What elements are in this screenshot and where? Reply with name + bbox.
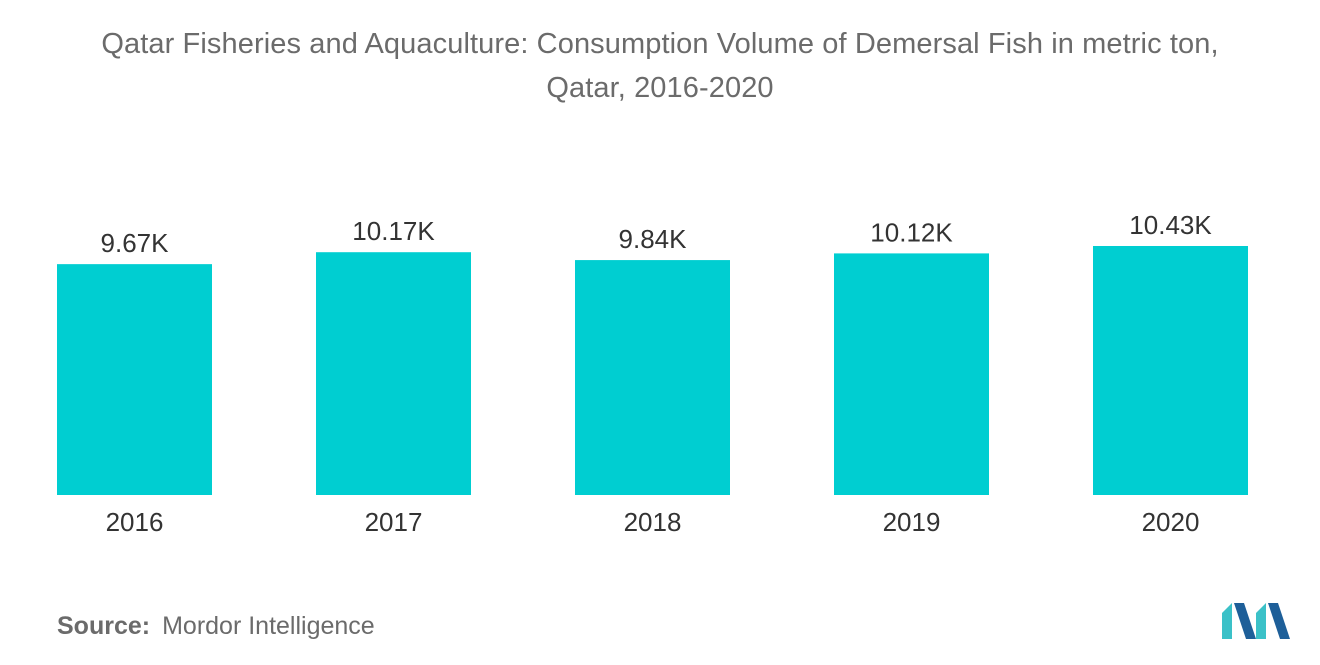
source-note: Source: Mordor Intelligence — [57, 612, 375, 641]
x-tick-label-2016: 2016 — [106, 507, 164, 537]
bar-2020 — [1093, 245, 1248, 495]
logo-shape-3 — [1256, 603, 1266, 639]
source-value: Mordor Intelligence — [162, 612, 375, 640]
bar-2019 — [834, 253, 989, 495]
bar-2017 — [316, 252, 471, 495]
x-tick-label-2017: 2017 — [365, 507, 423, 537]
data-label-2018: 9.84K — [619, 224, 688, 254]
x-tick-label-2018: 2018 — [624, 507, 682, 537]
logo-shape-2 — [1234, 603, 1256, 639]
logo-shape-4 — [1268, 603, 1290, 639]
data-label-2017: 10.17K — [352, 216, 435, 246]
x-tick-label-2019: 2019 — [883, 507, 941, 537]
bar-2016 — [57, 264, 212, 495]
logo-shape-1 — [1222, 603, 1232, 639]
chart-title-line-1: Qatar Fisheries and Aquaculture: Consump… — [101, 28, 1219, 60]
source-label: Source: — [57, 612, 151, 640]
bar-2018 — [575, 260, 730, 495]
data-label-2019: 10.12K — [870, 217, 953, 247]
data-label-2020: 10.43K — [1129, 210, 1212, 240]
x-tick-label-2020: 2020 — [1142, 507, 1200, 537]
chart-title: Qatar Fisheries and Aquaculture: Consump… — [0, 22, 1320, 110]
data-label-2016: 9.67K — [101, 228, 170, 258]
mordor-intelligence-logo — [1222, 603, 1290, 639]
chart-title-line-2: Qatar, 2016-2020 — [546, 72, 774, 104]
